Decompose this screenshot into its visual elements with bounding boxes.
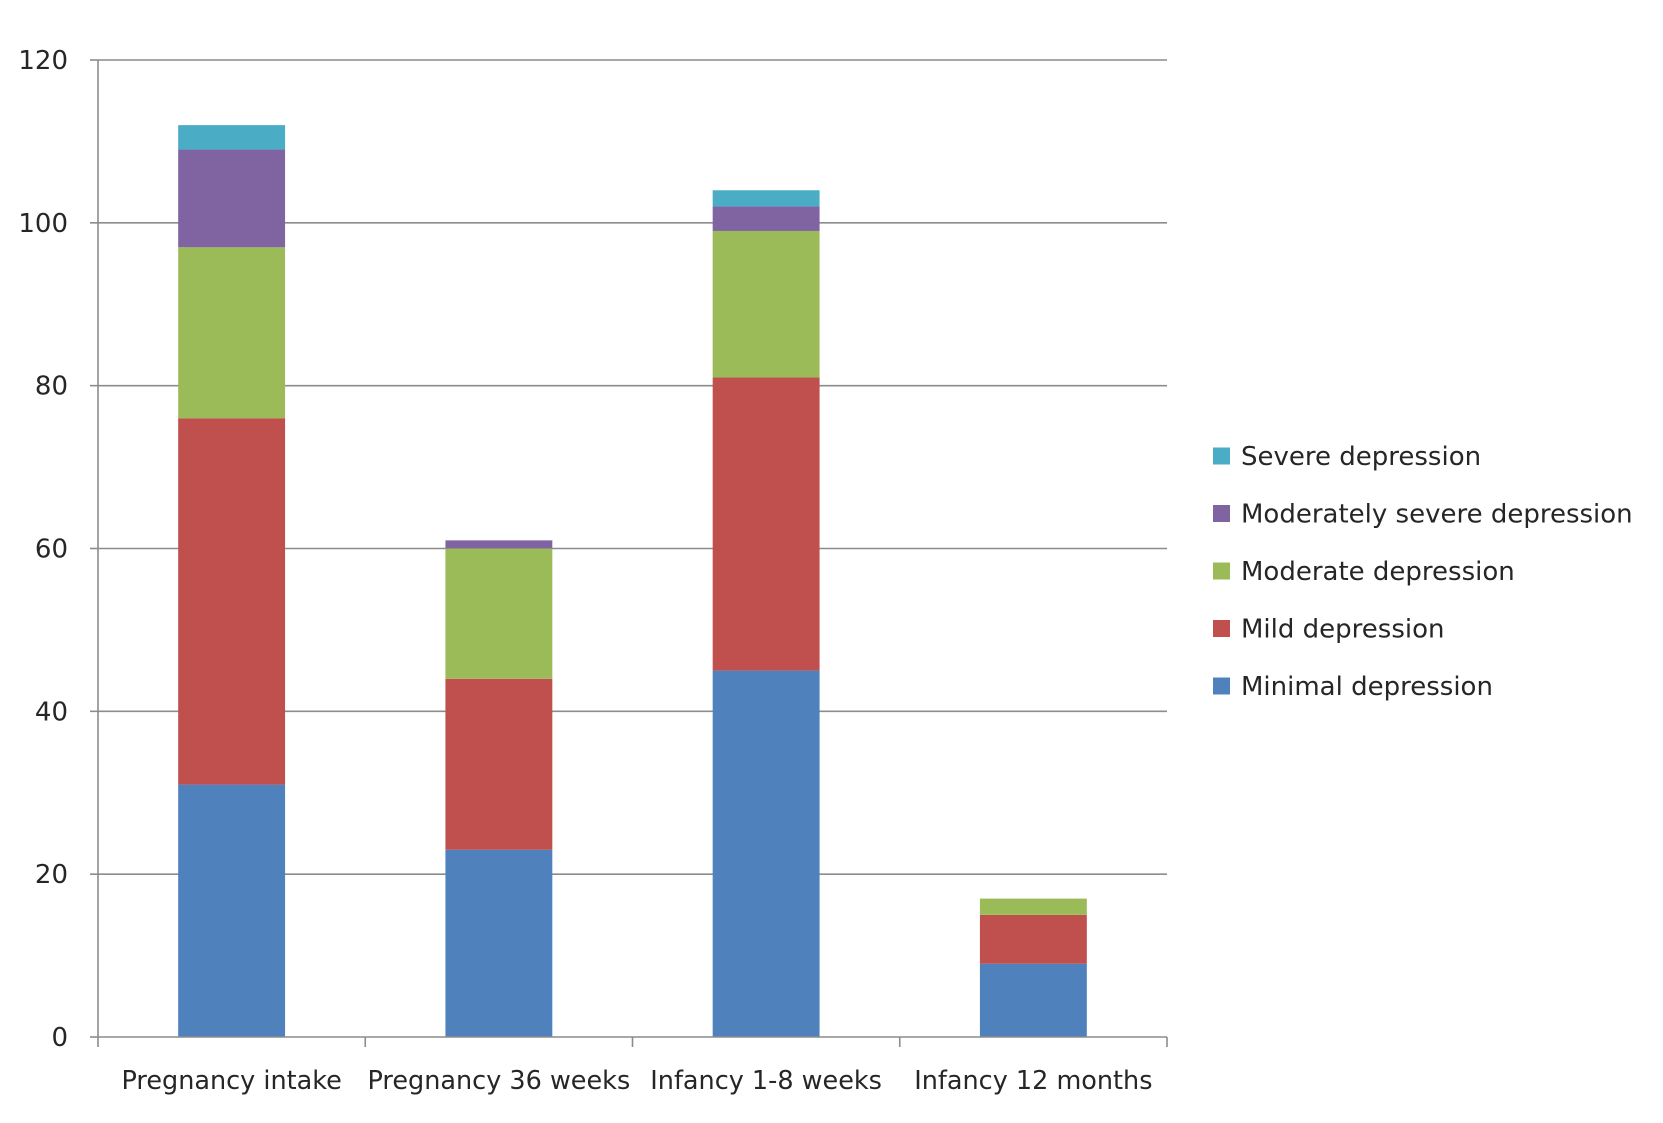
- legend-item: Minimal depression: [1213, 672, 1493, 702]
- legend-item: Moderately severe depression: [1213, 500, 1633, 530]
- bar-segment: [712, 230, 820, 378]
- y-tick-label: 40: [35, 697, 68, 727]
- bar-segment: [979, 898, 1087, 915]
- x-tick-label: Pregnancy 36 weeks: [368, 1066, 631, 1096]
- legend-swatch: [1213, 447, 1230, 465]
- bar-segment: [445, 678, 553, 850]
- legend-label: Severe depression: [1241, 442, 1481, 472]
- bars: [178, 125, 1087, 1037]
- bar-segment: [712, 190, 820, 207]
- bar-segment: [712, 377, 820, 671]
- legend-item: Severe depression: [1213, 442, 1481, 472]
- y-tick-label: 60: [35, 535, 68, 565]
- legend-swatch: [1213, 620, 1230, 637]
- bar-segment: [712, 206, 820, 231]
- legend-item: Mild depression: [1213, 615, 1444, 645]
- axes: 0 20 40 60 80 100 120 Pregnancy intake Pregnancy…: [18, 46, 1168, 1096]
- bar-segment: [178, 784, 286, 1037]
- legend-swatch: [1213, 562, 1230, 580]
- x-tick-label: Infancy 1-8 weeks: [650, 1066, 882, 1096]
- bar-segment: [445, 540, 553, 549]
- legend: Severe depression Moderately severe depre…: [1213, 442, 1633, 702]
- y-tick-label: 80: [35, 372, 68, 402]
- bar-segment: [178, 125, 286, 150]
- bar-segment: [178, 418, 286, 785]
- legend-label: Moderate depression: [1241, 557, 1515, 587]
- bar-segment: [445, 849, 553, 1037]
- y-tick-label: 120: [18, 46, 68, 76]
- legend-label: Mild depression: [1241, 615, 1444, 645]
- y-tick-label: 0: [51, 1023, 68, 1053]
- bar-segment: [979, 963, 1087, 1037]
- bar-segment: [445, 548, 553, 679]
- legend-swatch: [1213, 505, 1230, 522]
- legend-label: Moderately severe depression: [1241, 500, 1633, 530]
- bar-segment: [979, 914, 1087, 964]
- bar-segment: [178, 247, 286, 419]
- x-tick-label: Pregnancy intake: [121, 1066, 341, 1096]
- y-tick-label: 20: [35, 860, 68, 890]
- y-tick-label: 100: [18, 209, 68, 239]
- bar-segment: [178, 149, 286, 248]
- legend-item: Moderate depression: [1213, 557, 1515, 587]
- bar-segment: [712, 670, 820, 1037]
- x-tick-label: Infancy 12 months: [914, 1066, 1152, 1096]
- legend-label: Minimal depression: [1241, 672, 1493, 702]
- legend-swatch: [1213, 677, 1230, 695]
